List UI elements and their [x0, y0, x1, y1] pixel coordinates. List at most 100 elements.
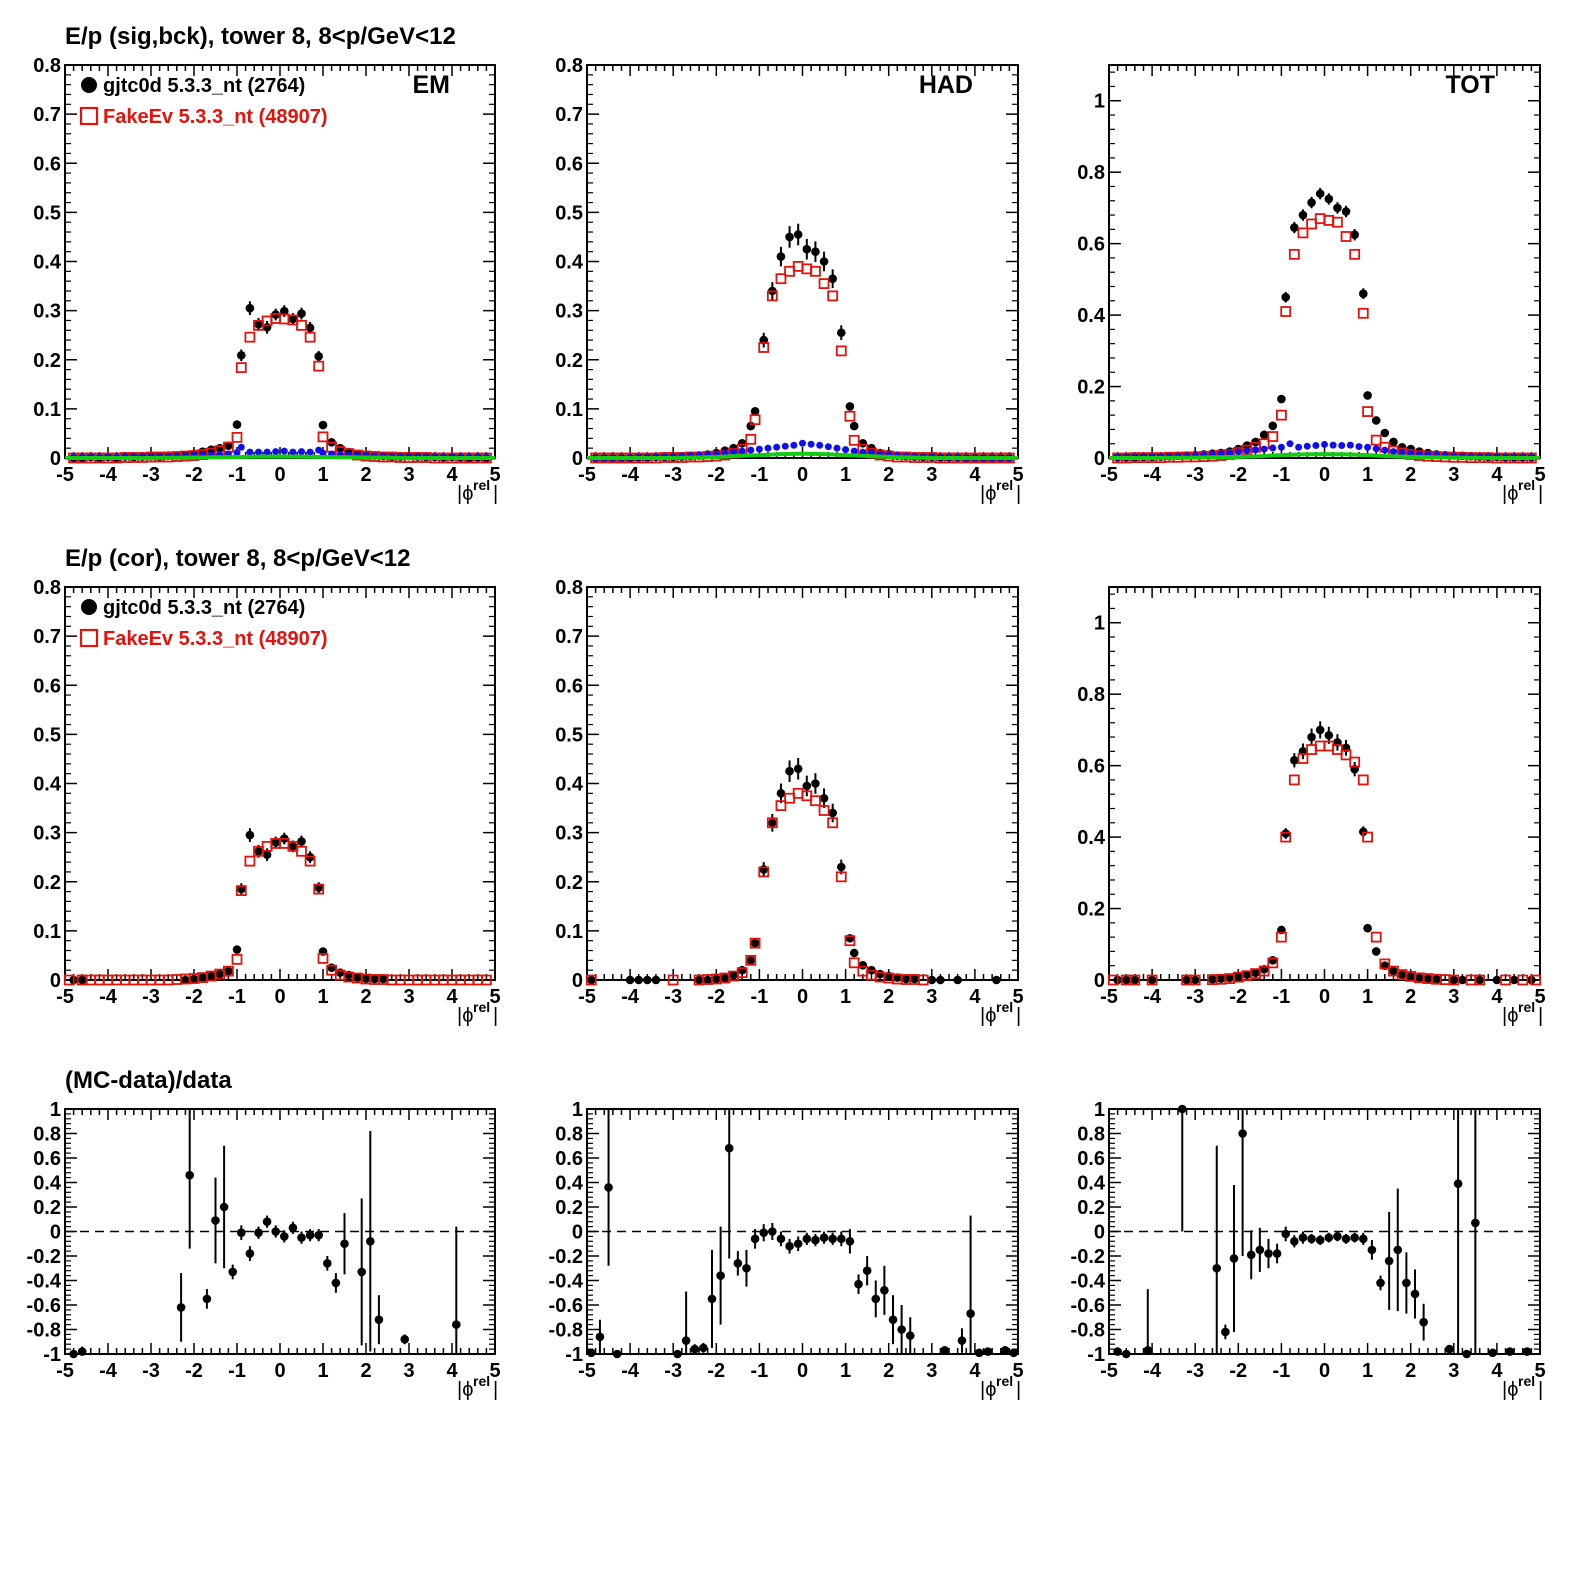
data-point	[185, 1170, 194, 1180]
x-tick-label: 3	[1448, 986, 1459, 1008]
mc-point	[801, 263, 813, 275]
data-point	[793, 230, 803, 239]
data-point	[1415, 973, 1424, 983]
mc-point	[317, 952, 329, 964]
blue-point	[1398, 449, 1406, 457]
x-tick-label: -2	[185, 1360, 203, 1382]
data-point	[673, 1349, 682, 1359]
x-tick-label: 4	[446, 986, 458, 1008]
data-point	[1371, 416, 1381, 425]
data-point	[1143, 1346, 1153, 1355]
y-tick-label: 0.2	[1077, 1197, 1105, 1219]
blue-point	[781, 442, 789, 450]
x-tick-label: -2	[707, 1360, 725, 1382]
blue-point	[1312, 441, 1320, 449]
x-tick-label: -4	[621, 464, 640, 486]
y-tick-label: -0.6	[27, 1295, 61, 1317]
mc-point	[775, 800, 787, 812]
data-point	[1000, 1346, 1010, 1355]
data-point	[634, 975, 644, 985]
y-tick-label: 0.6	[33, 153, 61, 175]
legend-cor: gjtc0d 5.3.3_nt (2764) FakeEv 5.3.3_nt (…	[79, 597, 328, 650]
legend-data-label: gjtc0d 5.3.3_nt (2764)	[103, 75, 305, 97]
x-tick-label: -4	[99, 464, 118, 486]
mc-point	[792, 261, 804, 272]
mc-point	[1288, 248, 1300, 260]
mc-point	[1349, 248, 1361, 260]
data-point	[1208, 974, 1217, 984]
x-tick-label: -3	[1186, 986, 1204, 1008]
y-tick-label: -0.2	[1071, 1246, 1105, 1268]
x-tick-label: -1	[1273, 464, 1291, 486]
x-tick-label: 1	[1362, 1360, 1373, 1382]
blue-point	[1329, 441, 1337, 449]
y-tick-label: 0.2	[33, 350, 61, 372]
plot-frame	[586, 586, 1019, 981]
data-point	[681, 1336, 691, 1345]
data-point	[733, 1259, 743, 1268]
data-point	[1389, 966, 1398, 976]
blue-point	[738, 447, 746, 455]
data-point	[1522, 1347, 1532, 1356]
x-tick-label: 0	[274, 1360, 285, 1382]
mc-point	[235, 885, 247, 896]
data-point	[211, 1216, 220, 1225]
x-tick-label: 3	[403, 464, 414, 486]
y-tick-label: 0.3	[33, 301, 61, 323]
mc-point	[784, 792, 795, 804]
y-tick-label: 0.6	[33, 1148, 61, 1170]
x-tick-label: -1	[751, 986, 769, 1008]
mc-point	[1297, 227, 1309, 239]
data-point	[828, 1234, 837, 1244]
x-tick-label: 4	[969, 1360, 981, 1382]
data-point	[1177, 1104, 1187, 1114]
blue-point	[1286, 440, 1294, 448]
panel-sig-bck-TOT: -5 -4 -3 -2 -1 0 1 2 3 4 5 0 0.2 0.4 0.6 0.8 1 |ϕ rel | TOT	[1077, 64, 1546, 505]
data-point	[1113, 1347, 1122, 1356]
y-tick-label: 0.8	[1077, 1124, 1105, 1146]
data-point	[716, 1271, 725, 1280]
data-point	[1225, 973, 1234, 983]
panel-sig-bck-EM: -5 -4 -3 -2 -1 0 1 2 3 4 5 0 0.1 0.2 0.3 0.4 0.5 0.6 0.7 0.…	[33, 55, 500, 505]
mc-point	[1349, 756, 1361, 768]
data-point	[785, 232, 794, 242]
blue-point	[1252, 446, 1260, 454]
x-tick-label: -2	[1229, 464, 1247, 486]
mc-point	[1306, 218, 1317, 230]
data-point	[699, 1343, 708, 1353]
mc-point	[1267, 431, 1279, 442]
y-tick-label: 0.8	[1077, 684, 1105, 706]
x-tick-label: 0	[1319, 1360, 1330, 1382]
data-point	[297, 1233, 306, 1242]
x-tick-label: 0	[1319, 464, 1330, 486]
data-point	[245, 303, 255, 313]
blue-point	[272, 448, 280, 456]
data-point	[1268, 956, 1278, 965]
data-point	[245, 830, 255, 840]
data-point	[750, 938, 760, 948]
data-point	[845, 933, 855, 943]
mc-point	[1129, 974, 1141, 986]
mc-point	[1267, 957, 1279, 969]
data-point	[776, 252, 786, 261]
x-axis-label-close: |	[493, 1379, 498, 1401]
x-tick-label: -2	[707, 986, 725, 1008]
x-tick-label: -5	[1100, 986, 1118, 1008]
data-point	[288, 842, 298, 851]
mc-point	[480, 974, 492, 986]
green-line	[587, 451, 1018, 460]
y-tick-label: 1	[1094, 613, 1105, 635]
data-point	[335, 968, 345, 977]
y-tick-label: 0.8	[555, 1124, 583, 1146]
data-point	[862, 1266, 872, 1275]
blue-point	[1226, 449, 1234, 457]
x-tick-label: -1	[1273, 986, 1291, 1008]
mc-point	[1474, 974, 1486, 986]
legend-data-label: gjtc0d 5.3.3_nt (2764)	[103, 597, 305, 619]
data-point	[1341, 1234, 1351, 1244]
data-point	[232, 945, 242, 954]
data-point	[323, 1259, 332, 1268]
blue-point	[1234, 448, 1242, 456]
x-tick-label: 3	[926, 986, 937, 1008]
